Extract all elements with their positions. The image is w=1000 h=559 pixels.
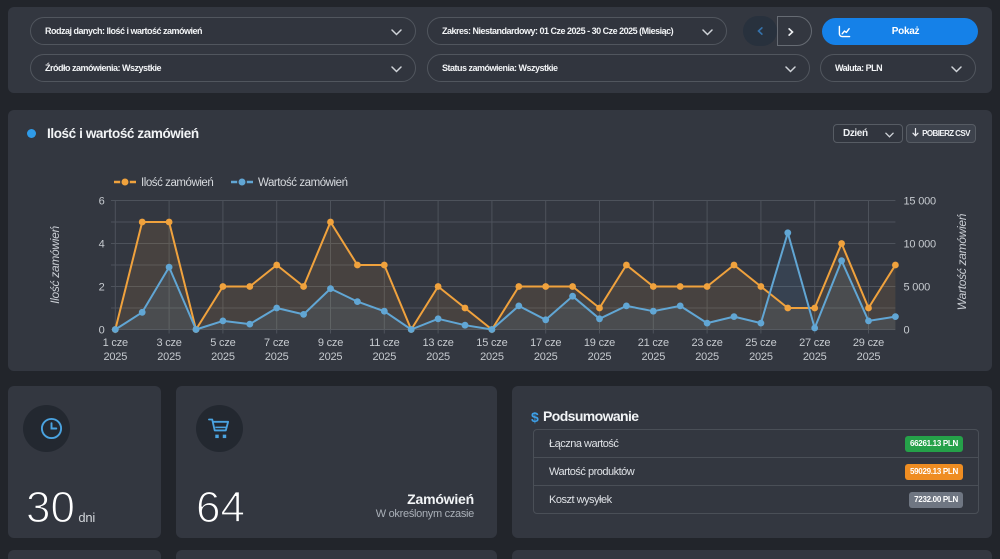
svg-text:2025: 2025 — [319, 351, 343, 363]
svg-text:15 cze: 15 cze — [476, 337, 507, 349]
svg-text:21 cze: 21 cze — [638, 337, 669, 349]
svg-text:2025: 2025 — [211, 351, 235, 363]
svg-text:Ilość zamówień: Ilość zamówień — [48, 225, 62, 303]
svg-text:2025: 2025 — [749, 351, 773, 363]
svg-text:2025: 2025 — [857, 351, 881, 363]
svg-text:25 cze: 25 cze — [745, 337, 776, 349]
svg-text:2025: 2025 — [480, 351, 504, 363]
svg-text:2025: 2025 — [157, 351, 181, 363]
svg-text:11 cze: 11 cze — [369, 337, 399, 349]
svg-text:Ilość zamówień: Ilość zamówień — [141, 177, 213, 189]
svg-text:0: 0 — [904, 325, 910, 337]
svg-text:10 000: 10 000 — [904, 239, 937, 251]
svg-text:2025: 2025 — [372, 351, 396, 363]
svg-text:5 000: 5 000 — [904, 282, 931, 294]
svg-text:2025: 2025 — [695, 351, 719, 363]
svg-text:5 cze: 5 cze — [210, 337, 235, 349]
svg-text:9 cze: 9 cze — [318, 337, 343, 349]
svg-text:2025: 2025 — [588, 351, 612, 363]
svg-text:2025: 2025 — [265, 351, 289, 363]
svg-text:6: 6 — [99, 196, 105, 208]
svg-text:29 cze: 29 cze — [853, 337, 884, 349]
svg-text:7 cze: 7 cze — [264, 337, 289, 349]
svg-text:2025: 2025 — [641, 351, 665, 363]
svg-text:17 cze: 17 cze — [530, 337, 561, 349]
svg-text:23 cze: 23 cze — [691, 337, 722, 349]
svg-text:2025: 2025 — [426, 351, 450, 363]
svg-text:2025: 2025 — [103, 351, 127, 363]
svg-text:Wartość zamówień: Wartość zamówień — [258, 177, 348, 189]
svg-text:2: 2 — [99, 282, 105, 294]
svg-text:2025: 2025 — [534, 351, 558, 363]
svg-text:0: 0 — [99, 325, 105, 337]
svg-text:1 cze: 1 cze — [103, 337, 128, 349]
svg-text:Wartość zamówień: Wartość zamówień — [955, 213, 969, 310]
svg-text:13 cze: 13 cze — [422, 337, 453, 349]
svg-text:15 000: 15 000 — [904, 196, 937, 208]
svg-text:2025: 2025 — [803, 351, 827, 363]
svg-text:19 cze: 19 cze — [584, 337, 615, 349]
svg-text:4: 4 — [99, 239, 105, 251]
svg-text:27 cze: 27 cze — [799, 337, 830, 349]
svg-text:3 cze: 3 cze — [156, 337, 181, 349]
